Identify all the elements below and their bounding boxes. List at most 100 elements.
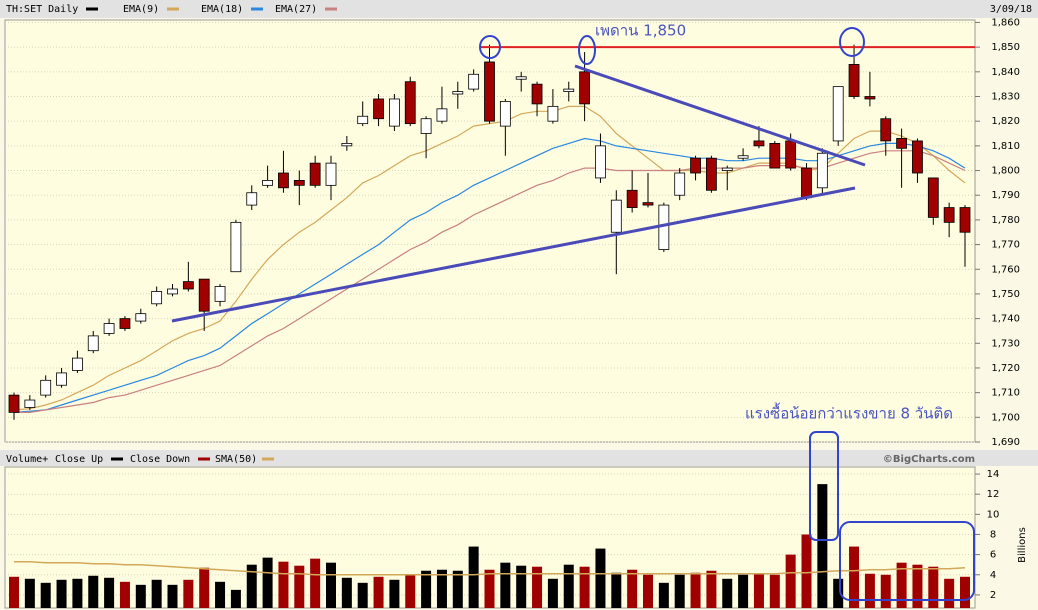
y-tick-label: 1,790 (991, 190, 1020, 201)
volume-bar (24, 578, 35, 608)
candle-body (167, 288, 178, 295)
y-tick-label: 1,690 (991, 437, 1020, 448)
volume-bar (373, 576, 384, 608)
y-tick-label: 1,810 (991, 141, 1020, 152)
candle-body (135, 313, 147, 322)
volume-bar (801, 534, 812, 608)
candle-body (436, 108, 448, 122)
candle-body (8, 394, 20, 413)
volume-bar (294, 565, 305, 608)
volume-bar (944, 578, 955, 608)
legend-label: Close Up (55, 454, 103, 465)
volume-bar (183, 579, 194, 608)
candle-body (706, 157, 717, 191)
candle-body (927, 177, 939, 218)
candle-body (626, 189, 638, 208)
y-tick-label: 1,730 (991, 338, 1020, 349)
legend-label: EMA(18) (201, 4, 243, 15)
candle-body (87, 335, 99, 352)
candle-body (864, 96, 876, 100)
candle-body (72, 357, 83, 371)
y-axis-label: Billions (1017, 527, 1028, 563)
volume-bar (627, 569, 638, 608)
volume-bar (199, 567, 210, 608)
highlight-circle (578, 35, 596, 65)
candle-body (785, 140, 797, 169)
volume-bar (452, 570, 463, 608)
y-tick-label: 1,800 (991, 166, 1020, 177)
volume-bar (611, 572, 622, 608)
volume-bar (262, 557, 273, 608)
candle-body (420, 118, 432, 134)
y-tick-label: 1,770 (991, 240, 1020, 251)
volume-bar (928, 566, 939, 608)
candle-body (595, 145, 606, 179)
y-tick-label: 8 (990, 529, 996, 540)
volume-bar (56, 579, 67, 608)
volume-bar (72, 578, 83, 608)
support-trendline (171, 186, 856, 323)
sma-line (14, 560, 966, 576)
annotation: เพดาน 1,850 (595, 22, 686, 40)
legend-label: EMA(9) (123, 4, 159, 15)
legend-label: Close Down (130, 454, 190, 465)
candle-body (769, 142, 781, 169)
volume-bar (547, 578, 558, 608)
volume-bar (579, 566, 590, 608)
volume-bar (88, 575, 99, 608)
volume-bar (215, 581, 226, 608)
candle-body (452, 91, 464, 95)
candle-body (278, 172, 289, 189)
volume-bar (753, 573, 764, 608)
volume-bar (484, 569, 495, 608)
y-tick-label: 1,750 (991, 289, 1020, 300)
candle-body (40, 379, 52, 396)
y-tick-label: 1,740 (991, 314, 1020, 325)
volume-bar (563, 564, 574, 608)
candle-body (547, 105, 559, 122)
candle-body (151, 291, 163, 305)
y-tick-label: 1,760 (991, 264, 1020, 275)
candle-body (912, 140, 923, 174)
volume-bar (658, 582, 669, 608)
candle-body (293, 180, 305, 186)
volume-bar (595, 548, 606, 608)
candle-body (832, 86, 844, 142)
candle-body (563, 88, 575, 92)
header-bar (0, 0, 1038, 18)
candle-body (56, 372, 67, 386)
volume-bar (278, 561, 289, 608)
volume-bar (135, 584, 146, 608)
candle-body (214, 286, 226, 302)
candle-body (610, 199, 622, 233)
candle-body (230, 221, 242, 273)
candle-body (24, 399, 36, 408)
volume-bar (532, 566, 543, 608)
volume-bar (230, 589, 241, 608)
candle-body (531, 83, 543, 105)
candle-body (357, 115, 369, 125)
y-tick-label: 1,850 (991, 42, 1020, 53)
volume-bar (167, 584, 178, 608)
volume-bar (119, 581, 130, 608)
candle-body (182, 281, 194, 290)
candle-body (579, 71, 590, 105)
volume-bar (864, 573, 875, 608)
candle-body (721, 167, 733, 171)
y-tick-label: 14 (987, 469, 1000, 480)
candle-body (848, 64, 860, 97)
candle-body (468, 73, 480, 90)
volume-bar (738, 574, 749, 608)
volume-bar (817, 484, 828, 608)
y-tick-label: 12 (987, 489, 1000, 500)
volume-bar (690, 572, 701, 608)
volume-bar (357, 582, 368, 608)
y-tick-label: 1,860 (991, 17, 1020, 28)
candle-body (373, 98, 384, 120)
candle-body (816, 152, 828, 189)
volume-bar (960, 576, 970, 608)
volume-bar (9, 576, 19, 608)
volume-bar (104, 577, 115, 608)
candle-body (499, 101, 511, 127)
